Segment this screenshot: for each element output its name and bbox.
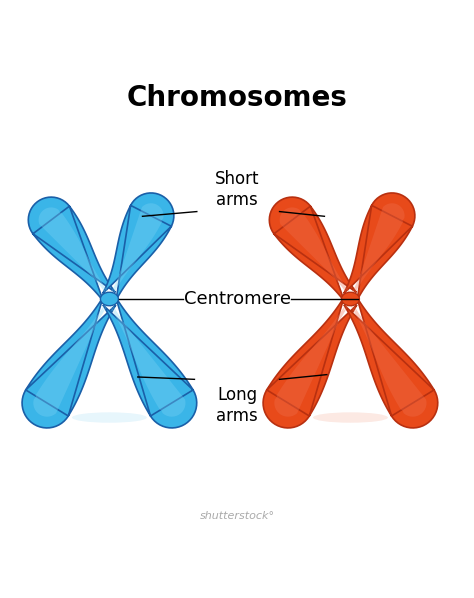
Ellipse shape <box>72 413 147 423</box>
Polygon shape <box>348 301 427 417</box>
Text: Short
arms: Short arms <box>215 170 259 209</box>
Polygon shape <box>103 193 174 300</box>
Polygon shape <box>263 297 357 428</box>
Polygon shape <box>108 301 185 417</box>
Polygon shape <box>109 203 164 298</box>
Polygon shape <box>344 297 438 428</box>
Text: Long
arms: Long arms <box>216 386 258 425</box>
Polygon shape <box>344 193 415 300</box>
Polygon shape <box>274 300 351 417</box>
Ellipse shape <box>313 413 388 423</box>
Text: Chromosomes: Chromosomes <box>127 84 347 112</box>
Polygon shape <box>341 292 359 306</box>
Polygon shape <box>100 292 118 306</box>
Polygon shape <box>280 208 352 297</box>
Polygon shape <box>103 297 197 428</box>
Polygon shape <box>350 203 405 298</box>
Polygon shape <box>33 300 110 417</box>
Polygon shape <box>28 197 115 301</box>
Text: Centromere: Centromere <box>183 290 291 308</box>
Polygon shape <box>38 208 111 297</box>
Polygon shape <box>269 197 356 301</box>
Polygon shape <box>22 297 116 428</box>
Text: shutterstock°: shutterstock° <box>200 511 274 521</box>
